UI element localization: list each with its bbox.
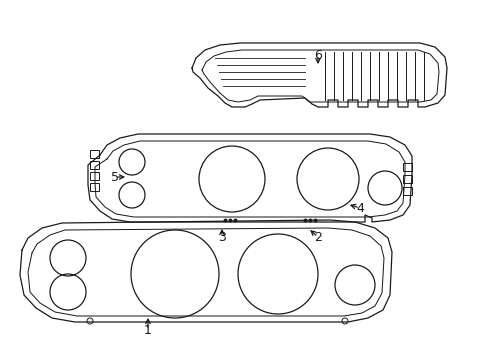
Text: 4: 4 [355,202,363,215]
Text: 6: 6 [313,49,321,62]
Text: 2: 2 [313,230,321,243]
Text: 1: 1 [144,324,152,337]
Text: 5: 5 [111,171,119,184]
Text: 3: 3 [218,230,225,243]
